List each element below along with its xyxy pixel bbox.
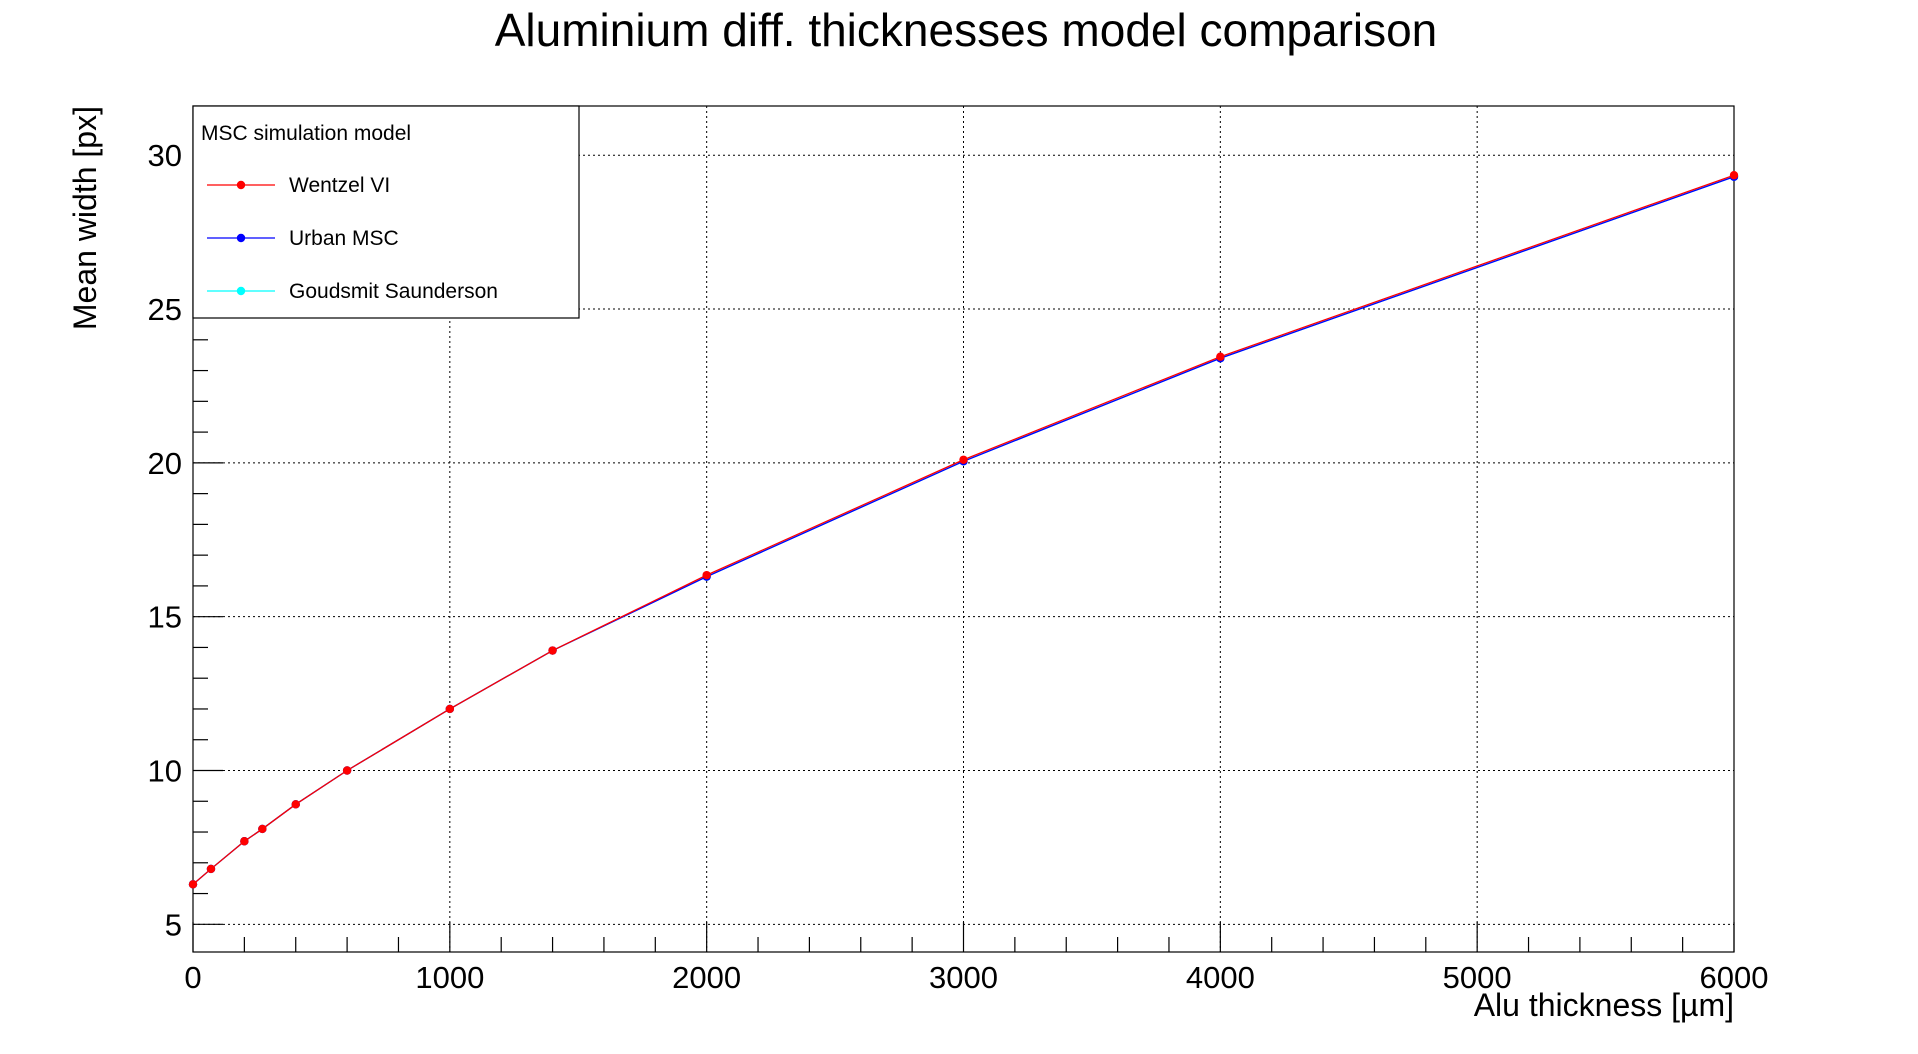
- chart-title: Aluminium diff. thicknesses model compar…: [495, 4, 1438, 56]
- y-axis-label: Mean width [px]: [67, 106, 103, 330]
- data-point-wentzel-vi: [445, 704, 455, 714]
- data-point-wentzel-vi: [702, 570, 711, 580]
- data-point-wentzel-vi: [1216, 352, 1225, 361]
- data-point-wentzel-vi: [258, 824, 267, 834]
- y-tick-label: 25: [148, 292, 182, 327]
- x-tick-label: 4000: [1186, 960, 1255, 995]
- x-tick-label: 5000: [1443, 960, 1512, 995]
- legend-entry-urban-msc: Urban MSC: [207, 227, 399, 250]
- legend-marker: [236, 180, 246, 190]
- x-tick-label: 3000: [929, 960, 998, 995]
- x-tick-label: 2000: [672, 960, 741, 995]
- plot-frame: [192, 105, 1735, 953]
- legend-label: Goudsmit Saunderson: [289, 280, 498, 303]
- data-point-wentzel-vi: [188, 880, 198, 889]
- y-tick-label: 5: [165, 907, 182, 942]
- x-tick-label: 0: [184, 960, 201, 995]
- series-wentzel-vi: [188, 171, 1739, 889]
- legend-marker: [236, 233, 246, 243]
- series-line-wentzel-vi: [192, 174, 1735, 885]
- legend: MSC simulation model Wentzel VI Urban MSC…: [192, 105, 580, 319]
- legend-entry-wentzel-vi: Wentzel VI: [207, 174, 390, 197]
- legend-box: [192, 105, 580, 319]
- y-tick-label: 10: [148, 753, 182, 788]
- legend-label: Urban MSC: [289, 227, 399, 250]
- legend-entry-goudsmit-saunderson: Goudsmit Saunderson: [207, 280, 498, 303]
- legend-entries: Wentzel VI Urban MSC Goudsmit Saunderson: [207, 174, 498, 303]
- data-point-wentzel-vi: [548, 646, 557, 655]
- data-point-wentzel-vi: [1729, 171, 1739, 180]
- x-tick-label: 6000: [1700, 960, 1769, 995]
- x-tick-label: 1000: [415, 960, 484, 995]
- x-axis-label: Alu thickness [µm]: [1474, 987, 1734, 1023]
- data-point-wentzel-vi: [959, 455, 968, 464]
- legend-marker: [236, 286, 246, 296]
- y-tick-labels: 5 10 15 20 25 30: [148, 138, 182, 942]
- y-tick-label: 30: [148, 138, 182, 173]
- data-series: [188, 171, 1739, 889]
- data-point-wentzel-vi: [206, 864, 216, 874]
- x-tick-labels: 0 1000 2000 3000 4000 5000 6000: [184, 960, 1768, 995]
- data-point-wentzel-vi: [240, 837, 249, 846]
- legend-title: MSC simulation model: [201, 122, 411, 145]
- legend-label: Wentzel VI: [289, 174, 390, 197]
- data-point-wentzel-vi: [342, 766, 352, 775]
- y-tick-label: 20: [148, 446, 182, 481]
- data-point-wentzel-vi: [291, 800, 300, 809]
- y-tick-label: 15: [148, 600, 182, 635]
